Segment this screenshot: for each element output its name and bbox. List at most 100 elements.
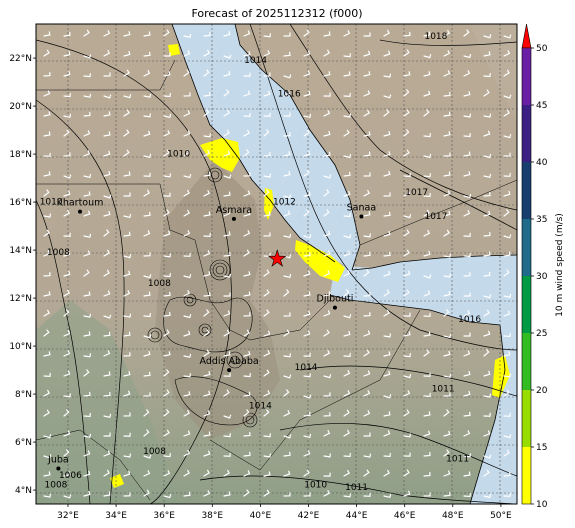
wind-barb bbox=[83, 391, 91, 397]
wind-barb bbox=[503, 412, 511, 417]
wind-barb bbox=[43, 471, 51, 477]
isobar-label: 1014 bbox=[249, 401, 272, 411]
wind-barb bbox=[363, 71, 371, 77]
strong-wind-area bbox=[295, 240, 345, 282]
wind-barb bbox=[383, 151, 391, 157]
wind-barb bbox=[343, 289, 350, 297]
wind-barb bbox=[443, 253, 451, 258]
wind-barb bbox=[323, 49, 331, 57]
wind-barb bbox=[183, 110, 191, 117]
wind-barb bbox=[403, 190, 411, 197]
wind-barb bbox=[183, 130, 191, 137]
wind-barb bbox=[83, 353, 91, 358]
wind-barb bbox=[123, 352, 131, 357]
wind-barb bbox=[123, 231, 131, 237]
wind-barb bbox=[123, 290, 131, 297]
wind-barb bbox=[343, 314, 352, 319]
lat-label: 20°N bbox=[9, 102, 32, 112]
wind-barb bbox=[463, 332, 471, 337]
isobar-label: 1011 bbox=[446, 454, 469, 464]
wind-barb bbox=[103, 229, 110, 237]
wind-barb bbox=[143, 51, 151, 57]
wind-barb bbox=[423, 331, 431, 337]
wind-barb bbox=[143, 470, 151, 477]
isobar-label: 1010 bbox=[40, 197, 63, 207]
wind-barb bbox=[383, 351, 391, 357]
wind-barb bbox=[123, 31, 131, 37]
latitude-axis: 22°N 20°N 18°N 16°N 14°N 12°N 10°N 8°N 6°N 4°N bbox=[9, 54, 36, 496]
wind-barb bbox=[423, 471, 431, 477]
wind-barb bbox=[83, 369, 90, 377]
wind-barb bbox=[63, 471, 71, 477]
wind-barb bbox=[323, 110, 331, 117]
wind-barb bbox=[383, 230, 391, 237]
lat-label: 10°N bbox=[9, 342, 32, 352]
wind-barb bbox=[103, 350, 111, 357]
wind-barb bbox=[183, 230, 191, 237]
wind-barb bbox=[463, 252, 471, 258]
wind-barb bbox=[203, 91, 211, 97]
storm-center-marker: ★ bbox=[267, 247, 287, 272]
red-sea bbox=[172, 24, 360, 270]
longitude-axis: 32°E 34°E 36°E 38°E 40°E 42°E 44°E 46°E 48°E 50°E bbox=[57, 504, 512, 521]
wind-barb bbox=[483, 72, 491, 78]
wind-barb bbox=[503, 449, 510, 457]
wind-barb bbox=[163, 113, 172, 119]
wind-barb bbox=[283, 434, 292, 439]
wind-barb bbox=[503, 389, 510, 397]
wind-barb bbox=[143, 172, 151, 177]
wind-barb bbox=[383, 94, 392, 99]
wind-barb bbox=[203, 431, 211, 437]
lon-label: 36°E bbox=[153, 511, 175, 521]
wind-barb bbox=[443, 190, 451, 197]
wind-barb bbox=[143, 211, 151, 217]
colorbar-band bbox=[522, 390, 531, 447]
wind-barb bbox=[443, 491, 451, 497]
wind-barb bbox=[383, 29, 391, 37]
wind-barb bbox=[43, 389, 51, 397]
wind-barb bbox=[343, 330, 351, 337]
wind-barb bbox=[183, 430, 191, 437]
wind-barb bbox=[463, 430, 471, 437]
city-dot bbox=[227, 368, 232, 373]
coastline-arabia bbox=[234, 24, 361, 271]
wind-barb bbox=[143, 312, 151, 318]
wind-barb bbox=[343, 250, 351, 257]
wind-barb bbox=[43, 49, 50, 57]
wind-barb bbox=[443, 470, 451, 477]
wind-barb bbox=[443, 430, 451, 437]
wind-barb bbox=[143, 489, 150, 497]
wind-barb bbox=[223, 174, 232, 179]
wind-barb bbox=[503, 172, 511, 177]
wind-barb bbox=[103, 249, 111, 257]
wind-barb bbox=[463, 210, 471, 217]
colorbar-band bbox=[522, 447, 531, 504]
wind-barb bbox=[483, 154, 492, 159]
wind-barb bbox=[323, 209, 330, 217]
wind-barb bbox=[83, 269, 90, 277]
wind-barb bbox=[63, 31, 71, 37]
lat-label: 22°N bbox=[9, 54, 32, 64]
wind-barb bbox=[463, 70, 471, 77]
wind-barb bbox=[43, 454, 52, 459]
wind-barb bbox=[383, 493, 392, 499]
wind-barb bbox=[83, 191, 91, 197]
wind-barb bbox=[143, 351, 151, 357]
wind-barb bbox=[83, 250, 91, 257]
wind-barb bbox=[483, 113, 492, 118]
wind-barb bbox=[263, 369, 270, 377]
wind-barb bbox=[163, 291, 171, 297]
colorbar-tick-label: 10 bbox=[536, 500, 548, 510]
wind-barb bbox=[143, 454, 152, 459]
wind-barb bbox=[143, 113, 151, 118]
wind-barb bbox=[223, 191, 231, 197]
wind-barb bbox=[263, 350, 271, 357]
wind-barb bbox=[343, 390, 351, 397]
isobar-labels: 1018 1016 1014 1012 1010 1010 1008 1008 1017 1017… bbox=[40, 32, 482, 493]
wind-barb bbox=[343, 113, 351, 118]
wind-barb bbox=[283, 210, 291, 217]
wind-barb bbox=[123, 270, 131, 277]
wind-barb bbox=[123, 470, 131, 477]
wind-barb bbox=[163, 71, 171, 77]
wind-barb bbox=[443, 333, 452, 339]
